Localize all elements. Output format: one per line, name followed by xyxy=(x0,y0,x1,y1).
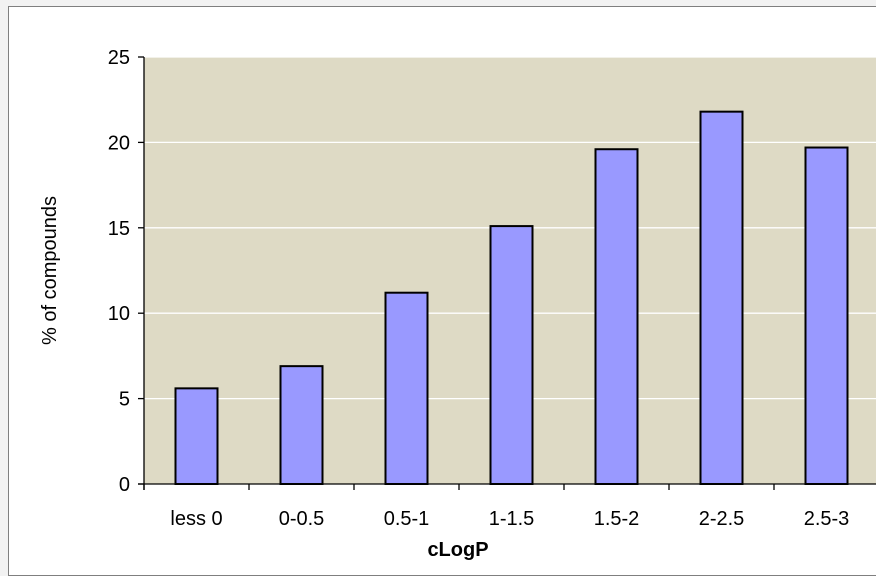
bar-2-5-3 xyxy=(804,146,849,486)
x-tick-label: 1-1.5 xyxy=(489,508,535,530)
y-tick-label: 15 xyxy=(108,218,130,240)
bar-0-0-5 xyxy=(279,365,324,486)
y-tick-label: 25 xyxy=(108,47,130,69)
x-ticks: less 0 0-0.5 0.5-1 1-1.5 1.5-2 2-2.5 2.5-3 xyxy=(143,484,850,530)
x-tick-label: 0.5-1 xyxy=(384,508,430,530)
y-ticks: 0 5 10 15 20 25 xyxy=(108,47,144,496)
x-tick-label: 1.5-2 xyxy=(594,508,640,530)
x-tick-label: 0-0.5 xyxy=(279,508,325,530)
y-tick-label: 20 xyxy=(108,132,130,154)
y-axis-title: % of compounds xyxy=(39,196,61,345)
y-tick-label: 10 xyxy=(108,303,130,325)
bar-2-2-5 xyxy=(699,110,744,485)
y-tick-label: 5 xyxy=(119,389,130,411)
x-tick-label: less 0 xyxy=(170,508,222,530)
x-tick-label: 2-2.5 xyxy=(699,508,745,530)
x-axis-title: cLogP xyxy=(427,539,488,561)
bar-0-5-1 xyxy=(384,291,429,486)
bar-1-1-5 xyxy=(489,225,534,485)
bar-less-0 xyxy=(174,387,219,485)
bar-1-5-2 xyxy=(594,148,639,485)
y-tick-label: 0 xyxy=(119,474,130,496)
x-tick-label: 2.5-3 xyxy=(804,508,850,530)
